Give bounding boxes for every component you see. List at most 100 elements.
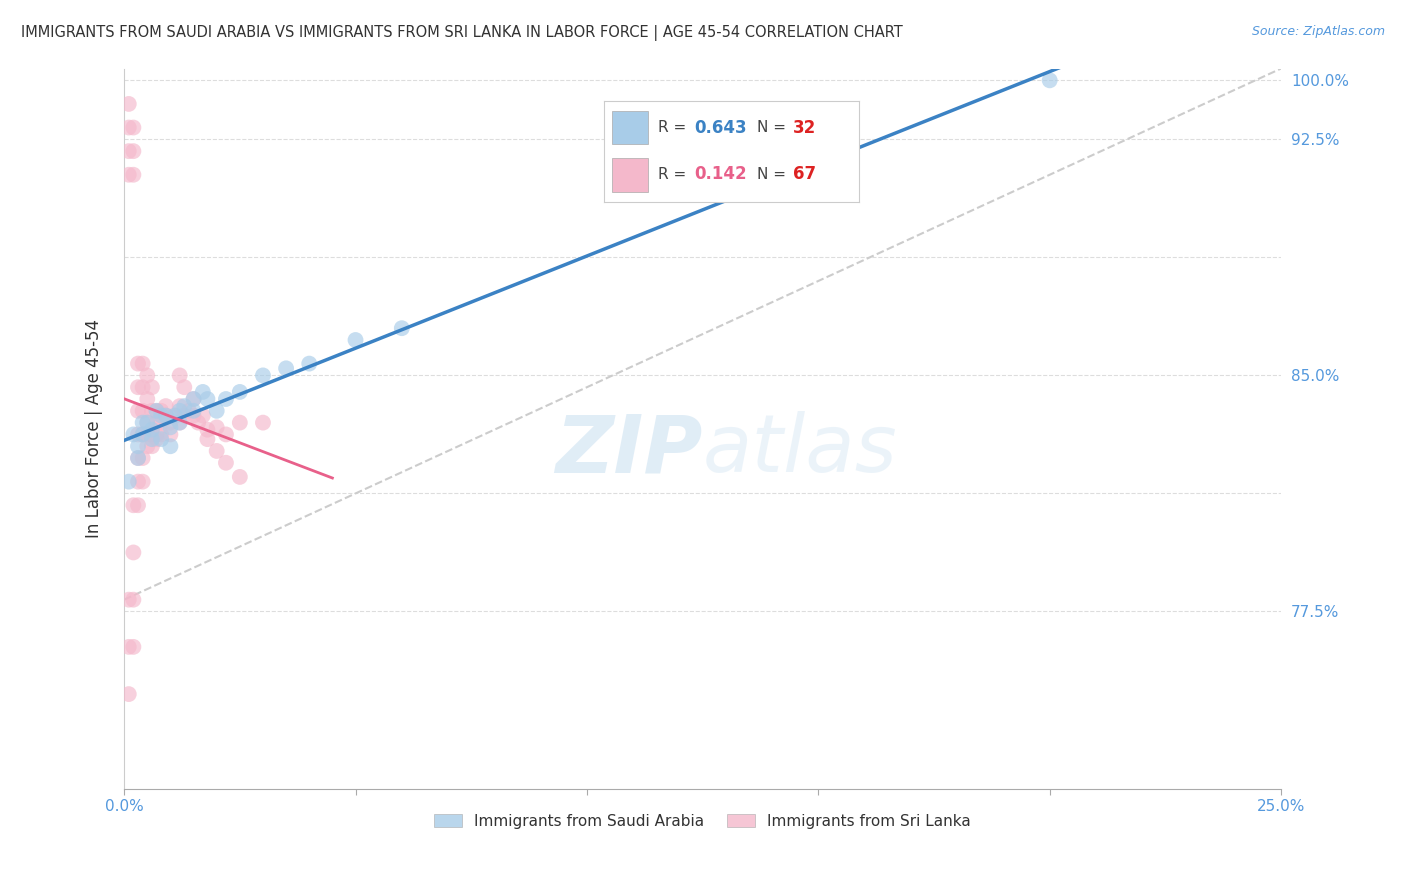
- Point: [118, 640, 141, 654]
- Point: [177, 404, 200, 418]
- Point: [122, 640, 145, 654]
- Point: [215, 427, 238, 442]
- Point: [173, 380, 195, 394]
- Point: [122, 592, 145, 607]
- Point: [183, 392, 205, 406]
- Point: [131, 357, 153, 371]
- Point: [136, 392, 159, 406]
- Point: [169, 416, 191, 430]
- Point: [131, 380, 153, 394]
- Point: [141, 380, 163, 394]
- Point: [229, 470, 252, 484]
- Point: [127, 404, 149, 418]
- Point: [118, 592, 141, 607]
- Point: [150, 432, 173, 446]
- Point: [159, 427, 181, 442]
- Point: [127, 475, 149, 489]
- Point: [197, 392, 219, 406]
- Point: [391, 321, 413, 335]
- Point: [205, 420, 228, 434]
- Point: [1039, 73, 1062, 87]
- Point: [274, 361, 297, 376]
- Point: [131, 427, 153, 442]
- Point: [183, 404, 205, 418]
- Point: [136, 416, 159, 430]
- Point: [127, 450, 149, 465]
- Point: [127, 380, 149, 394]
- Point: [145, 416, 167, 430]
- Point: [183, 392, 205, 406]
- Point: [131, 450, 153, 465]
- Point: [118, 687, 141, 701]
- Point: [145, 404, 167, 418]
- Point: [118, 475, 141, 489]
- Point: [127, 439, 149, 453]
- Point: [131, 427, 153, 442]
- Point: [141, 423, 163, 437]
- Point: [163, 409, 186, 423]
- Point: [229, 384, 252, 399]
- Point: [159, 439, 181, 453]
- Point: [205, 404, 228, 418]
- Point: [122, 120, 145, 135]
- Point: [122, 427, 145, 442]
- Text: IMMIGRANTS FROM SAUDI ARABIA VS IMMIGRANTS FROM SRI LANKA IN LABOR FORCE | AGE 4: IMMIGRANTS FROM SAUDI ARABIA VS IMMIGRAN…: [21, 25, 903, 41]
- Point: [127, 427, 149, 442]
- Point: [127, 357, 149, 371]
- Point: [145, 427, 167, 442]
- Point: [173, 399, 195, 413]
- Point: [136, 439, 159, 453]
- Point: [159, 416, 181, 430]
- Point: [122, 168, 145, 182]
- Point: [169, 368, 191, 383]
- Text: atlas: atlas: [703, 411, 897, 489]
- Point: [173, 409, 195, 423]
- Point: [197, 423, 219, 437]
- Point: [141, 432, 163, 446]
- Point: [298, 357, 321, 371]
- Legend: Immigrants from Saudi Arabia, Immigrants from Sri Lanka: Immigrants from Saudi Arabia, Immigrants…: [429, 807, 977, 835]
- Point: [131, 475, 153, 489]
- Point: [150, 409, 173, 423]
- Point: [344, 333, 367, 347]
- Point: [159, 420, 181, 434]
- Point: [155, 399, 177, 413]
- Point: [131, 416, 153, 430]
- Point: [122, 545, 145, 559]
- Point: [145, 404, 167, 418]
- Point: [187, 416, 209, 430]
- Point: [141, 404, 163, 418]
- Point: [136, 416, 159, 430]
- Point: [118, 120, 141, 135]
- Point: [118, 97, 141, 112]
- Point: [183, 409, 205, 423]
- Point: [169, 404, 191, 418]
- Point: [122, 144, 145, 158]
- Point: [191, 409, 214, 423]
- Point: [163, 409, 186, 423]
- Point: [197, 432, 219, 446]
- Y-axis label: In Labor Force | Age 45-54: In Labor Force | Age 45-54: [86, 319, 103, 538]
- Point: [252, 368, 274, 383]
- Point: [150, 416, 173, 430]
- Text: Source: ZipAtlas.com: Source: ZipAtlas.com: [1251, 25, 1385, 38]
- Point: [169, 399, 191, 413]
- Point: [136, 368, 159, 383]
- Point: [118, 144, 141, 158]
- Point: [136, 427, 159, 442]
- Text: ZIP: ZIP: [555, 411, 703, 489]
- Point: [229, 416, 252, 430]
- Point: [155, 409, 177, 423]
- Point: [150, 427, 173, 442]
- Point: [131, 404, 153, 418]
- Point: [215, 456, 238, 470]
- Point: [150, 404, 173, 418]
- Point: [155, 409, 177, 423]
- Point: [122, 498, 145, 512]
- Point: [145, 432, 167, 446]
- Point: [141, 439, 163, 453]
- Point: [252, 416, 274, 430]
- Point: [127, 450, 149, 465]
- Point: [118, 168, 141, 182]
- Point: [141, 427, 163, 442]
